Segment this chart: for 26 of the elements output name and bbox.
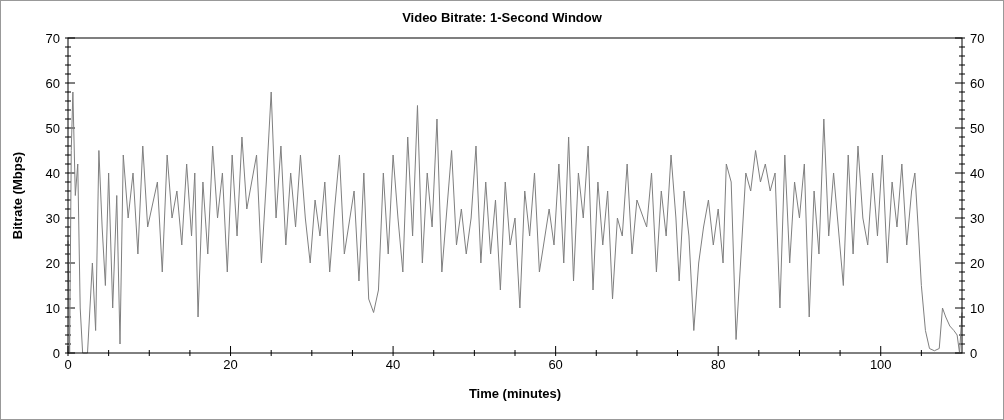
y2-tick-label: 50 (970, 120, 985, 136)
y2-tick-label: 60 (970, 75, 985, 91)
y-axis-title: Bitrate (Mbps) (10, 151, 25, 240)
y2-tick-label: 10 (970, 300, 985, 316)
x-axis-title: Time (minutes) (468, 386, 562, 401)
y-tick-label: 0 (52, 345, 60, 361)
y2-tick-label: 40 (970, 165, 985, 181)
y2-tick-label: 70 (970, 30, 985, 46)
x-tick-label: 0 (64, 357, 72, 372)
y-tick-label: 50 (45, 120, 60, 136)
line-series (67, 91, 963, 354)
y2-tick-label: 30 (970, 210, 985, 226)
chart-title: Video Bitrate: 1-Second Window (402, 10, 603, 25)
y-tick-label: 40 (45, 165, 60, 181)
y-tick-label: 10 (45, 300, 60, 316)
x-tick-label: 60 (548, 357, 563, 372)
y-tick-label: 20 (45, 255, 60, 271)
x-tick-label: 100 (869, 357, 892, 372)
y-tick-label: 70 (45, 30, 60, 46)
y-tick-label: 30 (45, 210, 60, 226)
y2-tick-label: 20 (970, 255, 985, 271)
x-tick-label: 20 (223, 357, 238, 372)
y-tick-label: 60 (45, 75, 60, 91)
y2-tick-label: 0 (970, 345, 978, 361)
x-tick-label: 40 (385, 357, 401, 372)
x-tick-label: 80 (710, 357, 726, 372)
